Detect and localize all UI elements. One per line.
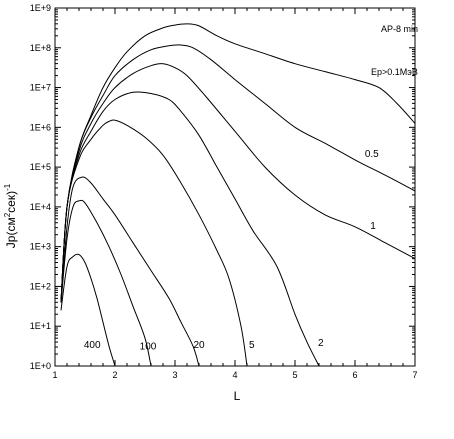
curve-labels-layer: 0.5 1 2 5 20 100 400 (84, 149, 379, 352)
series-layer (60, 23, 416, 367)
y-tick-label: 1E+6 (30, 122, 51, 132)
x-tick-label: 5 (292, 370, 297, 380)
x-tick-label: 7 (412, 370, 417, 380)
y-tick-label: 1E+7 (30, 83, 51, 93)
x-tick-label: 3 (172, 370, 177, 380)
series-line-4 (60, 119, 248, 367)
x-axis-label: L (234, 389, 241, 403)
curve-label-4: 20 (193, 340, 205, 351)
model-annotation: AP-8 min (381, 24, 418, 34)
y-tick-label: 1E+1 (30, 321, 51, 331)
y-tick-label: 1E+9 (30, 3, 51, 13)
curve-label-0: 0.5 (365, 149, 379, 160)
y-tick-label: 1E+2 (30, 281, 51, 291)
series-line-0 (60, 23, 416, 303)
curve-label-3: 5 (249, 340, 255, 351)
y-axis-label-sup1: 2 (3, 212, 12, 217)
x-tick-label: 2 (112, 370, 117, 380)
y-tick-label: 1E+3 (30, 242, 51, 252)
x-tick-label: 1 (52, 370, 57, 380)
series-line-3 (60, 91, 320, 367)
x-tick-label: 4 (232, 370, 237, 380)
series-line-7 (60, 253, 116, 367)
curve-label-1: 1 (370, 221, 376, 232)
series-line-5 (60, 176, 200, 367)
y-axis-label-main: Jp(см (4, 217, 18, 248)
series-line-6 (60, 199, 152, 367)
y-tick-label: 1E+5 (30, 162, 51, 172)
energy-annotation: Ep>0.1MэВ (371, 67, 418, 77)
y-tick-label: 1E+0 (30, 361, 51, 371)
y-tick-label: 1E+8 (30, 43, 51, 53)
axes: 1E+0 1E+1 1E+2 1E+3 1E+4 1E+5 1E+6 1E+7 1E+8 1E+9… (30, 3, 418, 380)
y-axis-label: Jp(см2сек)-1 (3, 183, 18, 248)
series-line-1 (60, 44, 416, 303)
series-line-2 (60, 63, 416, 303)
x-tick-label: 6 (352, 370, 357, 380)
y-axis-label-sup2: -1 (3, 183, 12, 191)
y-tick-label: 1E+4 (30, 202, 51, 212)
curve-label-5: 100 (140, 341, 157, 352)
curve-label-2: 2 (318, 338, 324, 349)
curve-label-6: 400 (84, 340, 101, 351)
y-axis-label-mid: сек) (4, 191, 18, 213)
